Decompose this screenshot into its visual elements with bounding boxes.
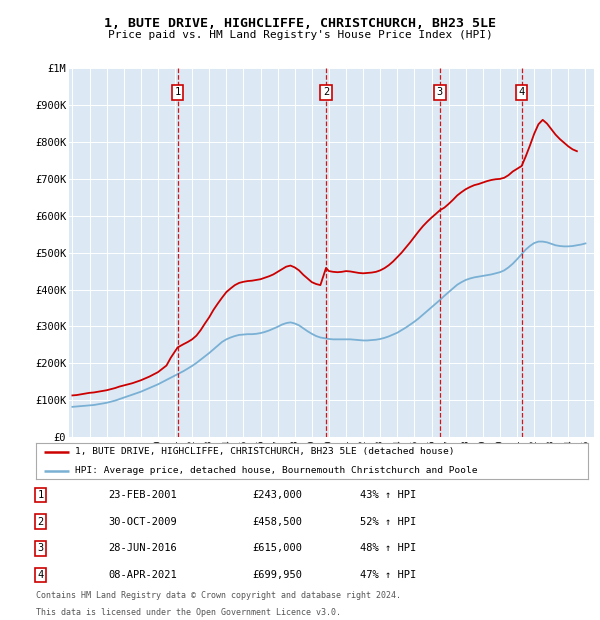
Text: 3: 3 — [38, 543, 44, 554]
Text: 2: 2 — [323, 87, 329, 97]
Text: This data is licensed under the Open Government Licence v3.0.: This data is licensed under the Open Gov… — [36, 608, 341, 618]
Text: 1: 1 — [175, 87, 181, 97]
Text: £458,500: £458,500 — [252, 516, 302, 527]
Text: £243,000: £243,000 — [252, 490, 302, 500]
Text: 28-JUN-2016: 28-JUN-2016 — [108, 543, 177, 554]
Text: £699,950: £699,950 — [252, 570, 302, 580]
Text: £615,000: £615,000 — [252, 543, 302, 554]
Text: 4: 4 — [38, 570, 44, 580]
Text: 08-APR-2021: 08-APR-2021 — [108, 570, 177, 580]
Text: 52% ↑ HPI: 52% ↑ HPI — [360, 516, 416, 527]
Text: Contains HM Land Registry data © Crown copyright and database right 2024.: Contains HM Land Registry data © Crown c… — [36, 591, 401, 600]
Text: 1, BUTE DRIVE, HIGHCLIFFE, CHRISTCHURCH, BH23 5LE (detached house): 1, BUTE DRIVE, HIGHCLIFFE, CHRISTCHURCH,… — [74, 447, 454, 456]
Text: 23-FEB-2001: 23-FEB-2001 — [108, 490, 177, 500]
Text: 4: 4 — [518, 87, 525, 97]
Text: Price paid vs. HM Land Registry's House Price Index (HPI): Price paid vs. HM Land Registry's House … — [107, 30, 493, 40]
Text: 2: 2 — [38, 516, 44, 527]
Text: HPI: Average price, detached house, Bournemouth Christchurch and Poole: HPI: Average price, detached house, Bour… — [74, 466, 477, 475]
Text: 1: 1 — [38, 490, 44, 500]
Text: 43% ↑ HPI: 43% ↑ HPI — [360, 490, 416, 500]
Text: 48% ↑ HPI: 48% ↑ HPI — [360, 543, 416, 554]
Text: 1, BUTE DRIVE, HIGHCLIFFE, CHRISTCHURCH, BH23 5LE: 1, BUTE DRIVE, HIGHCLIFFE, CHRISTCHURCH,… — [104, 17, 496, 30]
Text: 3: 3 — [437, 87, 443, 97]
Text: 30-OCT-2009: 30-OCT-2009 — [108, 516, 177, 527]
Text: 47% ↑ HPI: 47% ↑ HPI — [360, 570, 416, 580]
